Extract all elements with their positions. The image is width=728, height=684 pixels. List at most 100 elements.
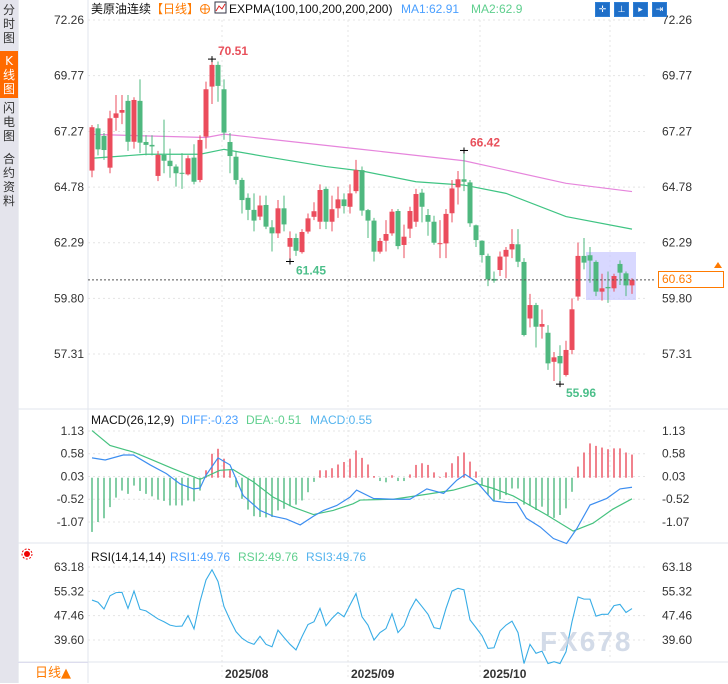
scroll-end-icon[interactable]: ▸ xyxy=(633,2,648,17)
candle xyxy=(431,215,437,245)
candle-body xyxy=(515,244,521,262)
candle-body xyxy=(599,288,605,292)
candle-body xyxy=(269,227,275,234)
candle-body xyxy=(563,349,569,375)
candle xyxy=(581,238,587,270)
price-axis-label-left: 64.78 xyxy=(54,180,84,194)
candle-body xyxy=(347,193,353,207)
candle xyxy=(437,220,443,259)
candle-body xyxy=(311,211,317,217)
candle xyxy=(371,217,377,262)
candle xyxy=(251,193,257,232)
candle-body xyxy=(371,220,377,252)
price-axis-label-right: 57.31 xyxy=(662,347,692,361)
price-axis-label-left: 62.29 xyxy=(54,236,84,250)
candle xyxy=(443,208,449,259)
macd-axis-label-left: 0.03 xyxy=(61,469,85,483)
crosshair-icon[interactable]: ✛ xyxy=(595,2,610,17)
range-icon[interactable]: ⊥ xyxy=(614,2,629,17)
candle-body xyxy=(605,286,611,289)
extreme-label: 61.45 xyxy=(296,263,326,277)
rsi-panel[interactable] xyxy=(91,568,633,665)
candle-body xyxy=(581,255,587,263)
x-axis-label: 2025/10 xyxy=(483,667,527,681)
candle-body xyxy=(131,99,137,142)
candle-body xyxy=(587,255,593,261)
macd-title: MACD(26,12,9) xyxy=(91,413,174,427)
candle xyxy=(545,325,551,370)
candle xyxy=(191,144,197,185)
macd-axis-label-left: 1.13 xyxy=(61,424,85,438)
tab-flash[interactable]: 闪电图 xyxy=(0,98,18,149)
tab-kline[interactable]: K线图 xyxy=(0,51,18,98)
candle-body xyxy=(263,204,269,227)
indicator-chart-icon[interactable] xyxy=(214,1,227,14)
candle-body xyxy=(323,188,329,222)
candle xyxy=(263,195,269,230)
candle-body xyxy=(527,305,533,319)
candle xyxy=(407,206,413,239)
candle xyxy=(155,150,161,182)
candle xyxy=(113,95,119,131)
candle xyxy=(509,229,515,259)
exit-icon[interactable]: ⇥ xyxy=(652,2,667,17)
ma1-value: MA1:62.91 xyxy=(401,2,459,16)
rsi-axis-label-right: 47.46 xyxy=(662,609,692,623)
candle-body xyxy=(209,64,215,87)
candle-body xyxy=(401,236,407,245)
candle xyxy=(359,166,365,216)
symbol-name: 美原油连续 xyxy=(91,1,151,16)
candle xyxy=(95,124,101,156)
candle-body xyxy=(473,225,479,241)
candle xyxy=(605,271,611,303)
rsi-axis-label-left: 39.60 xyxy=(54,633,84,647)
candle xyxy=(515,229,521,268)
candle xyxy=(395,208,401,250)
add-indicator-icon[interactable] xyxy=(200,4,210,14)
price-axis-label-right: 59.80 xyxy=(662,291,692,305)
candle-body xyxy=(95,128,101,150)
candle xyxy=(575,242,581,301)
rsi-axis-label-left: 55.32 xyxy=(54,584,84,598)
candle xyxy=(197,135,203,183)
rsi-title: RSI(14,14,14) xyxy=(91,550,166,564)
candle xyxy=(161,119,167,174)
rsi-settings-icon[interactable] xyxy=(21,548,33,560)
candle-body xyxy=(335,199,341,209)
candle xyxy=(383,220,389,252)
indicator-name: EXPMA(100,100,200,200,200) xyxy=(229,2,392,16)
macd-axis-label-right: 0.58 xyxy=(662,447,686,461)
candle xyxy=(347,184,353,214)
candle xyxy=(317,184,323,230)
candle-body xyxy=(167,160,173,167)
macd-axis-label-right: -0.52 xyxy=(662,492,690,506)
macd-dea-value: DEA:-0.51 xyxy=(246,413,302,427)
candle-body xyxy=(161,154,167,161)
rsi3-value: RSI3:49.76 xyxy=(306,550,366,564)
candle-body xyxy=(377,240,383,252)
candle xyxy=(551,351,557,382)
candle-body xyxy=(221,89,227,133)
candle-body xyxy=(443,213,449,244)
period-label: 【日线】 xyxy=(151,2,199,16)
period-selector[interactable]: 日线▲ xyxy=(18,662,88,684)
candle xyxy=(389,208,395,236)
candle-body xyxy=(383,234,389,241)
macd-panel[interactable] xyxy=(91,430,633,545)
candle-body xyxy=(233,156,239,180)
macd-axis-label-right: -1.07 xyxy=(662,515,690,529)
candle-body xyxy=(155,154,161,176)
price-panel[interactable]: 70.51 61.45 66.42 55.96 xyxy=(88,44,722,400)
candle-body xyxy=(437,243,443,245)
candle-body xyxy=(623,273,629,286)
candle xyxy=(233,150,239,185)
candle xyxy=(569,298,575,355)
candle xyxy=(281,195,287,232)
tab-contract-info[interactable]: 合约资料 xyxy=(0,149,18,214)
macd-axis-label-left: -0.52 xyxy=(57,492,85,506)
tab-timeshare[interactable]: 分时图 xyxy=(0,0,18,51)
candle xyxy=(449,179,455,223)
candle-body xyxy=(227,141,233,157)
candle-body xyxy=(143,141,149,145)
